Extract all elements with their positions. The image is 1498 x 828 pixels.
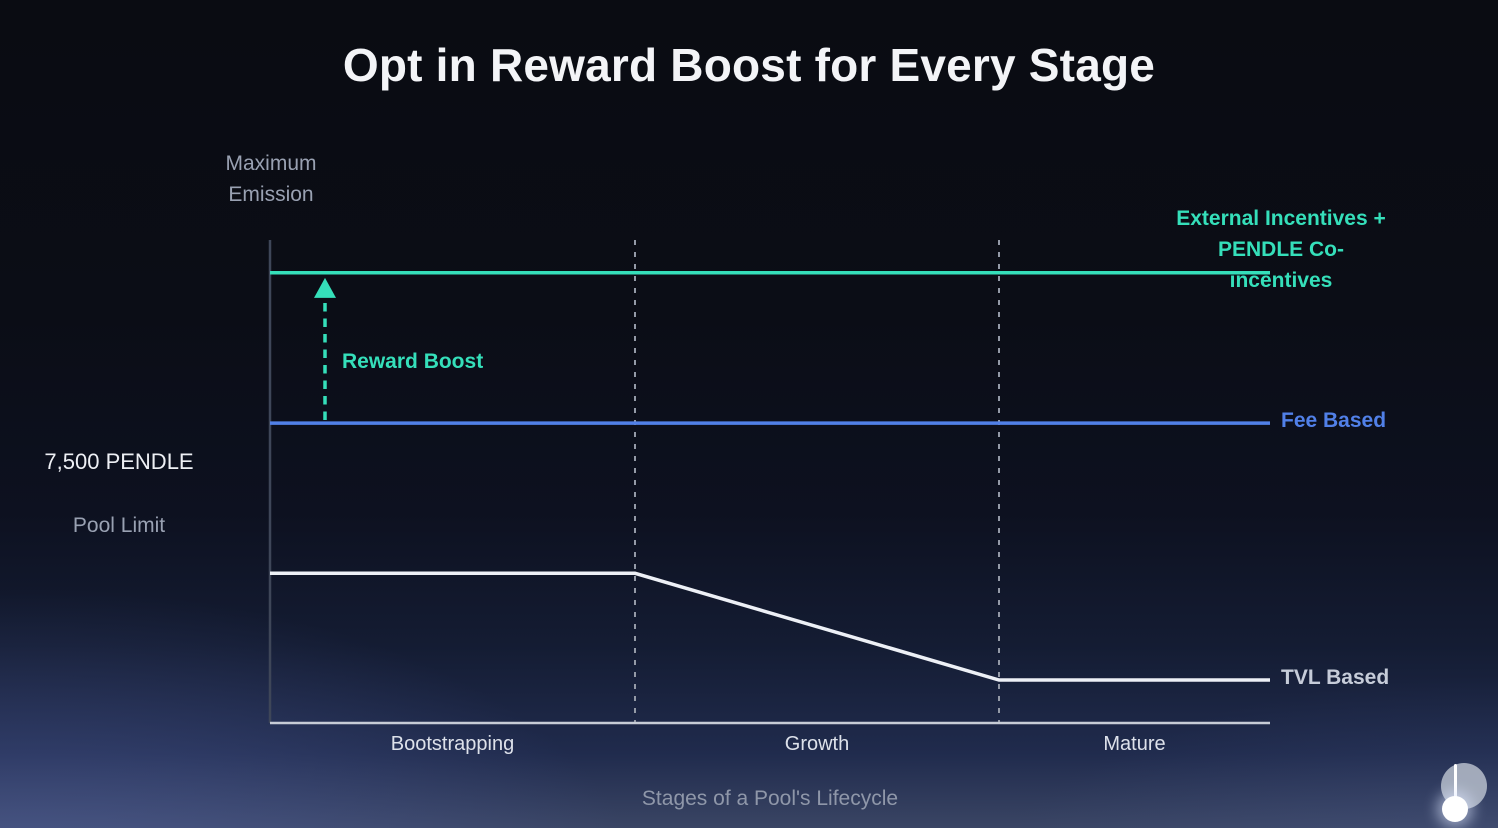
y-axis-label: Maximum Emission	[225, 152, 317, 206]
stage-label-mature: Mature	[1103, 733, 1166, 755]
stage-label-bootstrapping: Bootstrapping	[390, 733, 515, 755]
pendle-logo-bob-icon	[1442, 796, 1468, 822]
pendle-logo-stem-icon	[1453, 764, 1457, 804]
pendle-logo	[1436, 758, 1492, 822]
series-label-fee-based: Fee Based	[1281, 409, 1387, 432]
pool-limit-reference: 7,500 PENDLE Pool Limit	[44, 414, 193, 574]
page-title: Opt in Reward Boost for Every Stage	[342, 39, 1156, 91]
series-label-tvl-based: TVL Based	[1281, 666, 1390, 689]
pool-limit-sublabel: Pool Limit	[72, 514, 166, 537]
series-label-external-incentives: External Incentives + PENDLE Co-incentiv…	[1176, 207, 1386, 292]
reward-boost-annotation: Reward Boost	[342, 350, 484, 373]
pool-limit-value: 7,500 PENDLE	[44, 449, 194, 474]
stage-label-growth: Growth	[784, 733, 850, 755]
x-axis-label: Stages of a Pool's Lifecycle	[641, 787, 899, 810]
